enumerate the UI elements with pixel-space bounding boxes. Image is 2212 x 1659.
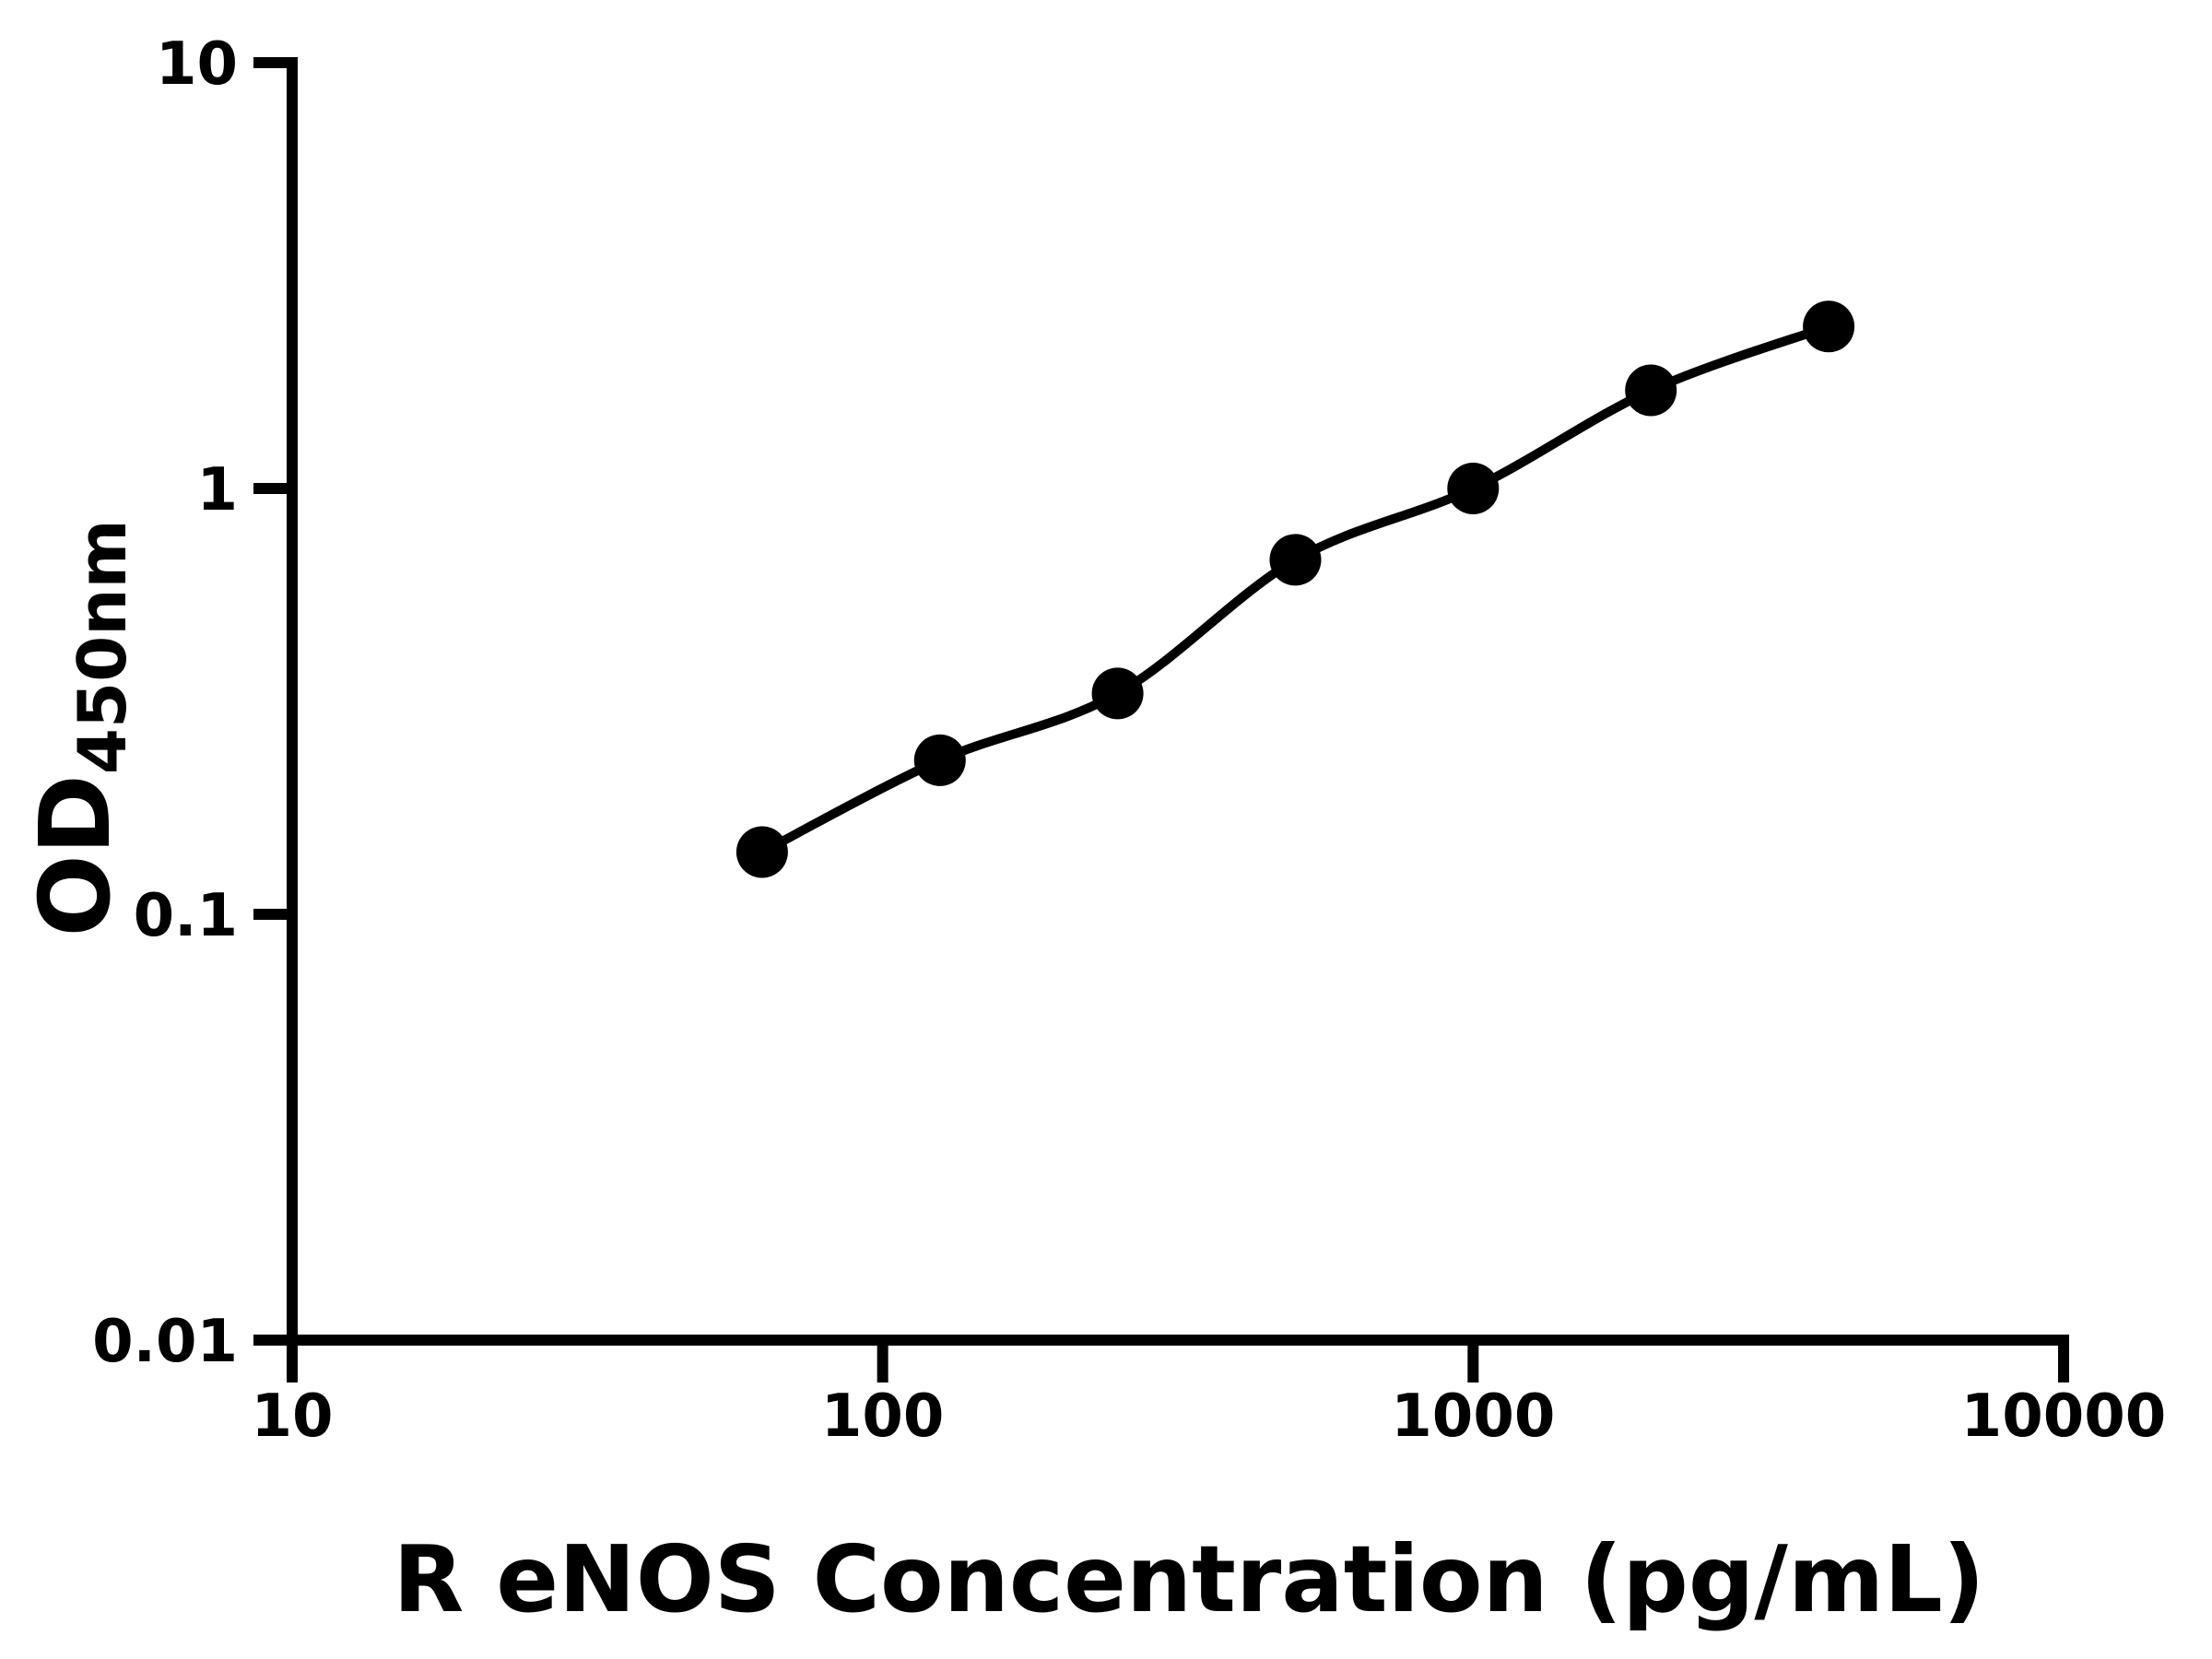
data-point [735,826,788,878]
y-tick-label: 1 [196,456,238,524]
tick-marks [253,57,2069,1382]
data-point [1625,364,1677,417]
plot-area [735,300,1855,878]
y-tick-label: 0.01 [92,1308,238,1376]
data-point [1803,300,1855,353]
x-tick-label: 1000 [1391,1382,1555,1451]
y-axis-title-subscript: 450nm [64,520,141,775]
data-point [1269,534,1322,586]
y-axis-title-main: OD [19,774,132,936]
y-tick-label: 10 [156,30,238,99]
x-tick-label: 10 [251,1382,333,1451]
x-tick-label: 100 [821,1382,945,1451]
tick-labels: 10 100 1000 10000 0.01 0.1 1 10 [92,30,2166,1451]
data-point [1447,463,1500,514]
y-axis-title: OD450nm [19,520,141,937]
data-point [913,734,966,786]
data-point [1091,667,1144,720]
x-tick-label: 10000 [1961,1382,2167,1451]
y-tick-label: 0.1 [134,882,238,950]
x-axis-title: R eNOS Concentration (pg/mL) [393,1525,1984,1633]
axes [287,57,2069,1346]
